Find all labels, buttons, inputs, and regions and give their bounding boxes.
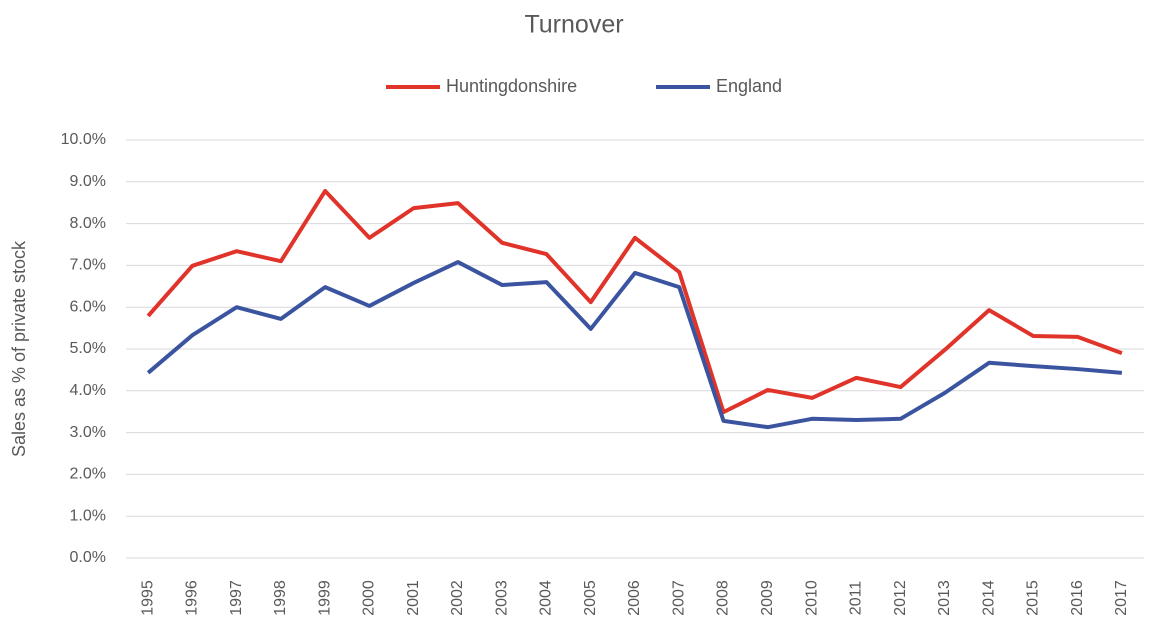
x-tick-label: 2012 [892,580,909,616]
x-tick-label: 2017 [1113,580,1130,616]
x-tick-label: 1999 [316,580,333,616]
y-tick-label: 4.0% [70,382,106,399]
x-tick-label: 2013 [936,580,953,616]
x-tick-label: 2003 [493,580,510,616]
chart-title: Turnover [524,11,623,39]
y-tick-label: 2.0% [70,466,106,483]
x-tick-label: 2000 [361,580,378,616]
y-tick-label: 0.0% [70,549,106,566]
y-tick-label: 5.0% [70,340,106,357]
x-tick-label: 2007 [670,580,687,616]
y-axis-title: Sales as % of private stock [9,240,29,457]
y-tick-label: 6.0% [70,298,106,315]
x-tick-label: 1996 [184,580,201,616]
series-line [146,260,1123,430]
y-tick-label: 1.0% [70,507,106,524]
x-tick-label: 2011 [848,581,865,616]
x-tick-label: 2016 [1069,580,1086,616]
x-tick-label: 2005 [582,580,599,616]
x-tick-label: 2010 [803,580,820,616]
x-tick-label: 2004 [538,580,555,616]
x-tick-label: 2001 [405,580,422,616]
series-line [146,188,1123,415]
x-tick-label: 2008 [715,580,732,616]
x-tick-label: 1998 [272,580,289,616]
x-tick-label: 2014 [980,580,997,616]
x-tick-label: 2009 [759,580,776,616]
x-tick-label: 2006 [626,580,643,616]
legend-label: Huntingdonshire [446,76,577,96]
y-tick-label: 7.0% [70,257,106,274]
y-tick-label: 8.0% [70,215,106,232]
x-tick-label: 1995 [139,580,156,616]
y-tick-label: 3.0% [70,424,106,441]
x-tick-label: 2015 [1025,580,1042,616]
legend-label: England [716,76,782,96]
y-tick-label: 10.0% [61,131,106,148]
y-tick-label: 9.0% [70,173,106,190]
x-tick-label: 1997 [228,580,245,616]
x-tick-label: 2002 [449,580,466,616]
